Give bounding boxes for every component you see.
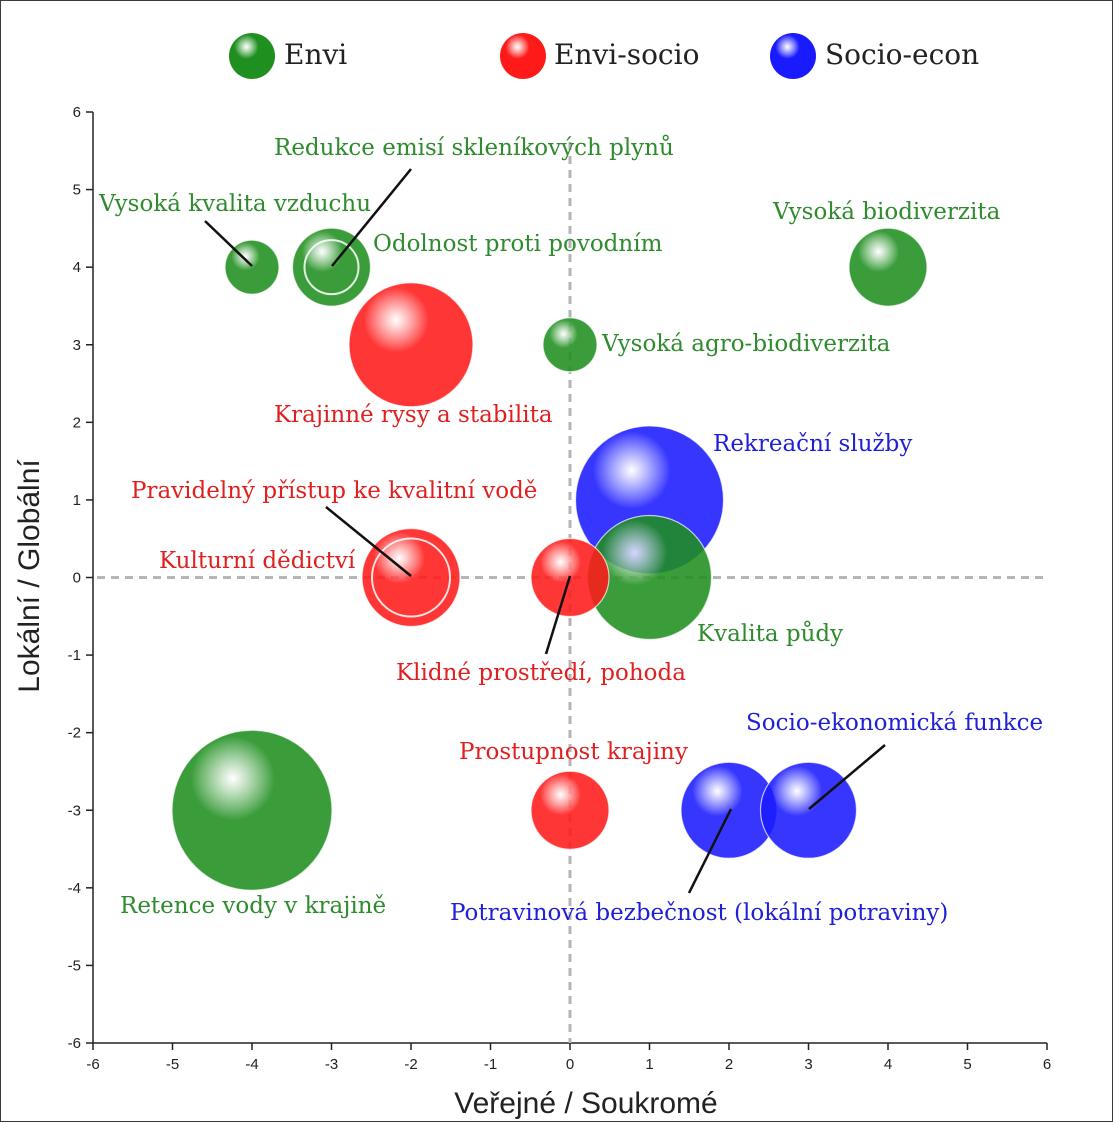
y-tick-label: -5 <box>68 957 81 974</box>
label-pristup-ke-kvalitni-vode: Pravidelný přístup ke kvalitní vodě <box>131 478 537 504</box>
y-tick-label: 6 <box>73 104 81 121</box>
bubble-socio-ekonomicka-funkce <box>759 761 858 859</box>
legend: Envi Envi-socio Socio-econ <box>229 33 979 79</box>
leader-redukce-emisi <box>331 168 412 267</box>
x-tick-label: -6 <box>86 1056 99 1073</box>
legend-label-socio-econ: Socio-econ <box>825 38 979 71</box>
label-kulturni-dedictvi: Kulturní dědictví <box>159 548 356 574</box>
legend-marker-envi <box>229 33 275 79</box>
bubble-prostupnost-krajiny <box>530 770 610 850</box>
label-krajinne-rysy: Krajinné rysy a stabilita <box>274 402 553 428</box>
y-tick-label: 4 <box>73 259 81 276</box>
y-tick-label: 1 <box>73 492 81 509</box>
leader-socio-ekonomicka-funkce <box>808 744 886 810</box>
y-tick-label: 5 <box>73 182 81 199</box>
y-tick-label: 2 <box>73 414 81 431</box>
label-kvalita-pudy: Kvalita půdy <box>697 620 843 647</box>
x-tick-label: 2 <box>725 1056 733 1073</box>
x-tick-label: -1 <box>484 1056 497 1073</box>
bubble-kulturni-dedictvi <box>361 527 461 628</box>
y-tick-label: 0 <box>73 570 81 587</box>
y-tick-label: 3 <box>73 337 81 354</box>
label-socio-ekonomicka-funkce: Socio-ekonomická funkce <box>746 710 1043 736</box>
x-tick-label: 1 <box>645 1056 653 1073</box>
label-odolnost-proti-povodnim: Odolnost proti povodním <box>373 231 663 257</box>
label-retence-vody: Retence vody v krajině <box>120 893 386 919</box>
x-tick-label: -3 <box>325 1056 338 1073</box>
legend-marker-socio-econ <box>770 33 816 79</box>
x-tick-label: 5 <box>963 1056 971 1073</box>
y-tick-label: -1 <box>68 647 81 664</box>
x-tick-label: 0 <box>566 1056 574 1073</box>
x-axis-title: Veřejné / Soukromé <box>454 1087 717 1120</box>
x-tick-label: -2 <box>404 1056 417 1073</box>
legend-marker-envi-socio <box>500 33 546 79</box>
bubble-vysoka-agro-biodiverzita <box>542 317 598 373</box>
label-vysoka-agro-biodiverzita: Vysoká agro-biodiverzita <box>601 331 891 357</box>
y-axis-title: Lokální / Globální <box>13 459 46 693</box>
x-tick-label: 6 <box>1043 1056 1051 1073</box>
x-tick-label: 4 <box>884 1056 892 1073</box>
x-tick-label: -5 <box>166 1056 179 1073</box>
y-ticks: -6 -5 -4 -3 -2 -1 0 1 2 3 4 5 6 <box>68 104 93 1052</box>
label-vysoka-biodiverzita: Vysoká biodiverzita <box>772 199 1001 225</box>
x-ticks: -6 -5 -4 -3 -2 -1 0 1 2 3 4 5 6 <box>86 1043 1051 1073</box>
leader-potravinova-bezpecnost <box>687 808 733 894</box>
bubble-retence-vody <box>171 729 333 891</box>
leader-lines <box>204 168 886 894</box>
label-prostupnost-krajiny: Prostupnost krajiny <box>459 739 688 765</box>
bubble-pristup-ke-kvalitni-vode <box>371 537 451 618</box>
bubble-vysoka-biodiverzita <box>848 227 928 307</box>
leader-klidne-prostredi <box>544 575 572 655</box>
legend-label-envi-socio: Envi-socio <box>554 38 699 71</box>
legend-label-envi: Envi <box>284 38 347 71</box>
y-tick-label: -3 <box>68 802 81 819</box>
label-rekreacni-sluzby: Rekreační služby <box>713 431 912 457</box>
x-tick-label: 3 <box>804 1056 812 1073</box>
bubble-krajinne-rysy <box>348 282 474 408</box>
bubble-labels: Vysoká kvalita vzduchu Redukce emisí skl… <box>98 134 1043 926</box>
label-vysoka-kvalita-vzduchu: Vysoká kvalita vzduchu <box>98 191 371 217</box>
label-redukce-emisi: Redukce emisí skleníkových plynů <box>274 134 674 161</box>
x-tick-label: -4 <box>245 1056 258 1073</box>
label-potravinova-bezpecnost: Potravinová bezbečnost (lokální potravin… <box>450 900 948 926</box>
y-tick-label: -4 <box>68 880 81 897</box>
label-klidne-prostredi: Klidné prostředí, pohoda <box>396 660 686 686</box>
leader-pristup-ke-kvalitni-vode <box>325 506 412 577</box>
y-tick-label: -6 <box>68 1035 81 1052</box>
axes: -6 -5 -4 -3 -2 -1 0 1 2 3 4 5 6 -6 -5 -4 -3 -2 -1 0 1 2 3 4 5 6 <box>68 104 1052 1073</box>
leader-vysoka-kvalita-vzduchu <box>204 220 253 267</box>
y-tick-label: -2 <box>68 725 81 742</box>
bubble-redukce-emisi <box>303 239 360 296</box>
